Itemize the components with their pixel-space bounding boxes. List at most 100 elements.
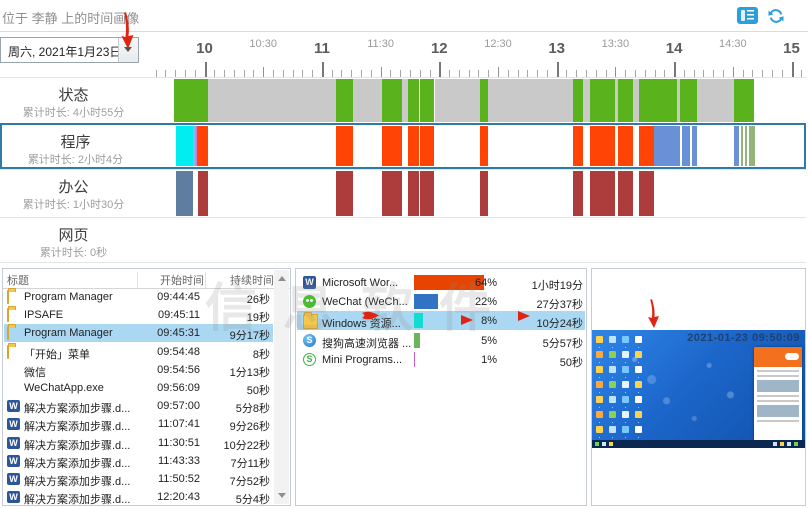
report-icon[interactable] <box>737 7 758 24</box>
timeline-segment[interactable] <box>480 171 488 216</box>
table-row[interactable]: W 解决方案添加步骤.d... 11:43:33 7分11秒 <box>4 452 273 470</box>
desktop-icon <box>609 381 616 388</box>
timeline-segment[interactable] <box>197 126 208 166</box>
column-title[interactable]: 标题 <box>7 275 29 287</box>
events-scrollbar[interactable] <box>274 270 289 504</box>
table-row[interactable]: W 解决方案添加步骤.d... 12:20:43 5分4秒 <box>4 488 273 505</box>
date-picker-dropdown-button[interactable] <box>118 38 138 62</box>
timeline-segment[interactable] <box>353 79 382 122</box>
scroll-up-icon[interactable] <box>278 276 286 281</box>
timeline-segment[interactable] <box>382 126 402 166</box>
timeline-segment[interactable] <box>639 171 654 216</box>
table-row[interactable]: WeChatApp.exe 09:56:09 50秒 <box>4 379 273 397</box>
column-duration[interactable]: 持续时间 <box>205 272 274 288</box>
refresh-icon[interactable] <box>766 6 786 26</box>
timeline-segment[interactable] <box>697 79 734 122</box>
timeline-segment[interactable] <box>420 79 434 122</box>
timeline-segment[interactable] <box>639 79 677 122</box>
timeline-segment[interactable] <box>573 171 583 216</box>
timeline-segment[interactable] <box>741 126 743 166</box>
timeline-segment[interactable] <box>583 79 590 122</box>
timeline-segment[interactable] <box>734 79 754 122</box>
timeline-segment[interactable] <box>590 171 615 216</box>
desktop-screenshot-thumbnail[interactable]: 2021-01-23 09:50:09 <box>592 330 805 448</box>
timeline-row-状态[interactable]: 状态 累计时长: 4小时55分 <box>0 77 806 123</box>
timeline-row-网页[interactable]: 网页 累计时长: 0秒 <box>0 217 806 263</box>
timeline-segment[interactable] <box>382 79 402 122</box>
table-row[interactable]: 微信 09:54:56 1分13秒 <box>4 361 273 379</box>
app-usage-row[interactable]: S 搜狗高速浏览器 ... 5% 5分57秒 <box>297 331 585 350</box>
table-row[interactable]: 「开始」菜单 09:54:48 8秒 <box>4 343 273 361</box>
timeline-segment[interactable] <box>420 171 434 216</box>
table-row[interactable]: Program Manager 09:44:45 26秒 <box>4 288 273 306</box>
timeline-segment[interactable] <box>590 126 615 166</box>
timeline-segment[interactable] <box>615 79 618 122</box>
app-usage-row[interactable]: S Mini Programs... 1% 50秒 <box>297 350 585 369</box>
app-usage-row[interactable]: W Microsoft Wor... 64% 1小时19分 <box>297 273 585 292</box>
ruler-tick <box>341 70 343 77</box>
timeline-segment[interactable] <box>408 79 419 122</box>
timeline-segment[interactable] <box>680 79 697 122</box>
desktop-icon <box>609 336 616 343</box>
timeline-segment[interactable] <box>639 126 654 166</box>
ruler-tick <box>409 70 411 77</box>
timeline-segment[interactable] <box>198 171 208 216</box>
timeline-segment[interactable] <box>193 126 195 166</box>
timeline-segment[interactable] <box>573 79 583 122</box>
ruler-tick <box>674 62 677 77</box>
event-start-time: 09:56:09 <box>157 382 200 394</box>
ruler-tick <box>233 70 235 77</box>
scroll-down-icon[interactable] <box>278 493 286 498</box>
table-row[interactable]: W 解决方案添加步骤.d... 11:50:52 7分52秒 <box>4 470 273 488</box>
table-row[interactable]: W 解决方案添加步骤.d... 11:30:51 10分22秒 <box>4 434 273 452</box>
ruler-tick <box>263 67 265 77</box>
app-label: Mini Programs... <box>322 353 403 366</box>
timeline-segment[interactable] <box>488 79 573 122</box>
timeline-segment[interactable] <box>174 79 208 122</box>
table-row[interactable]: W 解决方案添加步骤.d... 11:07:41 9分26秒 <box>4 415 273 433</box>
ruler-tick <box>282 70 284 77</box>
timeline-segment[interactable] <box>573 126 583 166</box>
timeline-segment[interactable] <box>734 126 739 166</box>
timeline-segment[interactable] <box>176 171 193 216</box>
timeline-segment[interactable] <box>176 126 193 166</box>
word-icon: W <box>7 418 20 431</box>
timeline-segment[interactable] <box>692 126 697 166</box>
timeline-segment[interactable] <box>480 79 488 122</box>
timeline-segment[interactable] <box>208 79 336 122</box>
timeline-segment[interactable] <box>618 126 633 166</box>
timeline-segment[interactable] <box>336 126 353 166</box>
date-picker[interactable]: 周六, 2021年1月23日 <box>0 37 139 63</box>
timeline-segment[interactable] <box>408 171 419 216</box>
column-start-time[interactable]: 开始时间 <box>137 272 204 288</box>
event-duration: 19秒 <box>246 312 270 325</box>
timeline-segment[interactable] <box>402 79 408 122</box>
timeline-segment[interactable] <box>480 126 488 166</box>
timeline-segment[interactable] <box>435 79 480 122</box>
app-usage-row[interactable]: Windows 资源... 8% 10分24秒 <box>297 311 585 331</box>
timeline-segment[interactable] <box>682 126 690 166</box>
table-row[interactable]: Program Manager 09:45:31 9分17秒 <box>4 324 273 343</box>
ruler-tick <box>194 70 196 77</box>
timeline-row-程序[interactable]: 程序 累计时长: 2小时4分 <box>0 123 806 169</box>
timeline-segment[interactable] <box>677 79 680 122</box>
timeline-segment[interactable] <box>195 126 197 166</box>
app-usage-row[interactable]: WeChat (WeCh... 22% 27分37秒 <box>297 292 585 311</box>
timeline-segment[interactable] <box>336 171 353 216</box>
screenshot-timestamp: 2021-01-23 09:50:09 <box>687 332 800 344</box>
timeline-segment[interactable] <box>590 79 615 122</box>
timeline-segment[interactable] <box>654 126 680 166</box>
timeline-segment[interactable] <box>336 79 353 122</box>
table-row[interactable]: W 解决方案添加步骤.d... 09:57:00 5分8秒 <box>4 397 273 415</box>
timeline-segment[interactable] <box>408 126 419 166</box>
timeline-segment[interactable] <box>749 126 755 166</box>
timeline-segment[interactable] <box>382 171 402 216</box>
timeline-segment[interactable] <box>618 79 633 122</box>
timeline-segment[interactable] <box>633 79 639 122</box>
timeline-row-办公[interactable]: 办公 累计时长: 1小时30分 <box>0 169 806 217</box>
table-row[interactable]: IPSAFE 09:45:11 19秒 <box>4 306 273 324</box>
ruler-tick <box>693 70 695 77</box>
timeline-segment[interactable] <box>618 171 633 216</box>
timeline-segment[interactable] <box>745 126 747 166</box>
timeline-segment[interactable] <box>420 126 434 166</box>
